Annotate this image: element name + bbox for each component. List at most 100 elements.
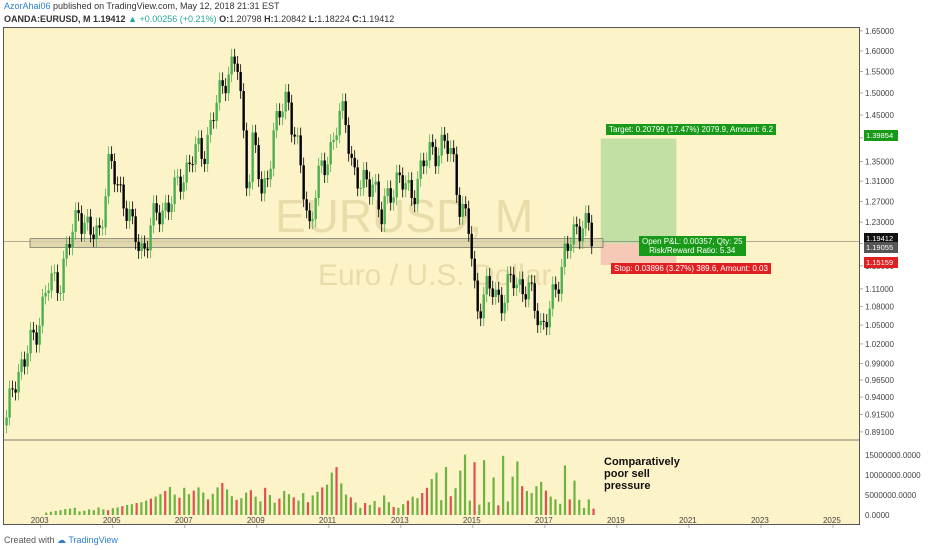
stop-label[interactable]: Stop: 0.03896 (3.27%) 389.6, Amount: 0.0… [611, 263, 771, 274]
candle-body [95, 225, 98, 240]
candle-body [344, 101, 347, 126]
target-price-tag: 1.39854 [864, 130, 898, 141]
volume-bar [116, 507, 119, 515]
candle-body [293, 134, 296, 137]
volume-bar [254, 496, 257, 515]
volume-bar [359, 507, 362, 515]
candle-body [107, 153, 110, 197]
volume-bar [402, 504, 405, 515]
candle-body [335, 135, 338, 141]
candle-body [248, 181, 251, 189]
candle-body [485, 275, 488, 295]
candle-body [287, 91, 290, 103]
target-label[interactable]: Target: 0.20799 (17.47%) 2079.9, Amount:… [606, 124, 777, 135]
volume-bar [502, 455, 505, 515]
volume-bar [468, 500, 471, 515]
volume-bar [506, 501, 509, 515]
author-link[interactable]: AzorAhai06 [4, 1, 51, 11]
volume-bar [292, 497, 295, 515]
candle-body [518, 279, 521, 285]
volume-bar [206, 499, 210, 515]
tradingview-brand[interactable]: TradingView [68, 535, 118, 545]
symbol-name[interactable]: OANDA:EURUSD, M [4, 14, 91, 24]
candle-body [86, 216, 89, 223]
candle-body [377, 181, 380, 210]
candle-body [239, 71, 242, 92]
volume-bar [549, 496, 552, 515]
candle-body [503, 302, 506, 314]
candle-body [326, 164, 329, 176]
candle-body [158, 212, 161, 225]
volume-bar [126, 505, 129, 515]
candle-body [572, 224, 575, 245]
entry-price-tag: 1.19055 [864, 242, 898, 253]
candle-body [353, 157, 356, 168]
candle-body [263, 178, 266, 194]
candle-body [569, 244, 572, 251]
price-tick-label: 0.94000 [865, 393, 894, 402]
candle-body [509, 274, 512, 276]
price-tick-label: 1.65000 [865, 27, 894, 36]
volume-bar [454, 488, 457, 515]
open-value: 1.20798 [229, 14, 262, 24]
candle-body [191, 164, 194, 166]
candle-body [257, 145, 260, 180]
candle-body [242, 91, 245, 131]
candle-body [104, 196, 107, 228]
volume-bar [311, 495, 314, 515]
candle-body [479, 311, 482, 319]
candle-body [563, 243, 566, 267]
volume-bar [154, 496, 157, 515]
candle-body [443, 134, 446, 141]
candle-body [275, 111, 278, 131]
candle-body [131, 209, 134, 217]
volume-bar [392, 507, 395, 515]
volume-bar [45, 512, 48, 515]
candle-body [47, 290, 50, 293]
volume-bar [487, 502, 490, 515]
volume-bar [411, 496, 414, 515]
candle-body [116, 184, 119, 186]
publish-line: AzorAhai06 published on TradingView.com,… [4, 1, 280, 11]
volume-bar [525, 491, 529, 515]
current-price-tag: 1.19412 [864, 233, 898, 244]
volume-bar [73, 507, 76, 515]
price-tick-label: 1.23000 [865, 218, 894, 227]
volume-bar [87, 509, 91, 515]
open-pnl-label[interactable]: Open P&L: 0.00357, Qty: 25 Risk/Reward R… [639, 236, 746, 256]
chart-frame[interactable] [3, 27, 860, 525]
volume-bar [64, 509, 67, 515]
volume-bar [463, 454, 467, 515]
candle-body [5, 417, 8, 426]
candle-body [515, 284, 518, 289]
volume-bar [202, 492, 205, 515]
volume-bar [240, 498, 243, 515]
candle-body [539, 320, 542, 326]
candle-body [209, 120, 212, 135]
candle-body [269, 168, 272, 180]
candle-body [113, 161, 116, 185]
candle-body [155, 203, 158, 213]
price-tick-label: 1.45000 [865, 111, 894, 120]
candle-body [416, 178, 419, 205]
volume-bar [225, 489, 229, 515]
candle-body [233, 56, 236, 64]
candle-body [410, 179, 413, 198]
candle-body [80, 213, 83, 234]
close-label: C: [352, 14, 362, 24]
support-zone [29, 238, 604, 248]
candle-body [245, 130, 248, 189]
volume-bar [497, 505, 500, 515]
volume-bar [363, 503, 367, 515]
candle-body [467, 208, 470, 234]
volume-bar [478, 504, 481, 515]
candle-body [224, 85, 227, 94]
candle-body [470, 233, 473, 259]
candle-body [272, 130, 275, 169]
volume-bar [435, 472, 438, 515]
volume-tick-label: 0.0000 [865, 511, 890, 520]
volume-bar [354, 502, 357, 515]
volume-bar [368, 505, 371, 515]
volume-bar [59, 510, 62, 515]
